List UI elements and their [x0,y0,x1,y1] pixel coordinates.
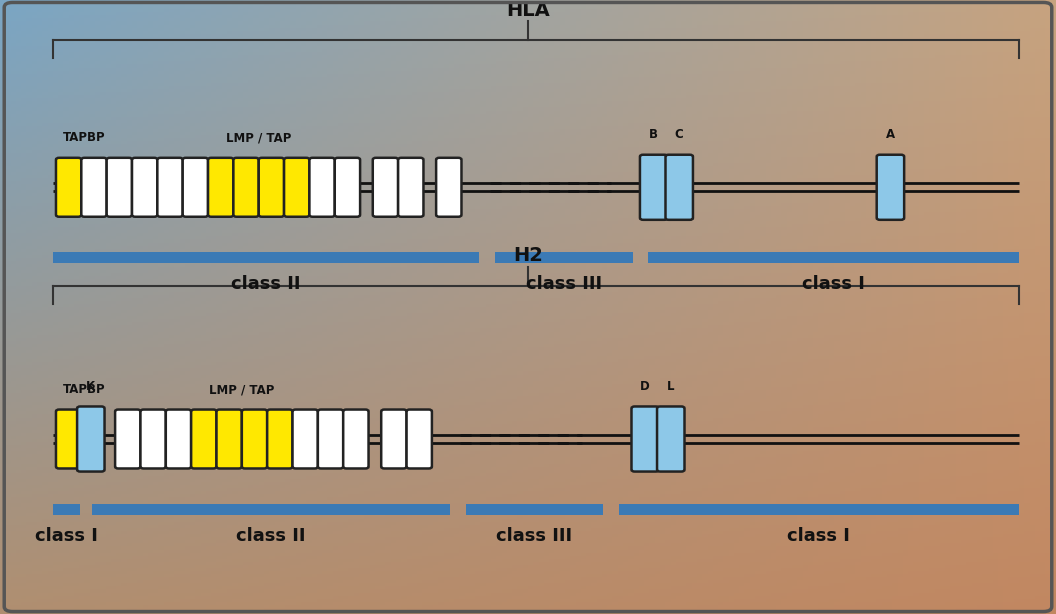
Text: D: D [640,380,650,393]
FancyBboxPatch shape [81,158,107,217]
Text: class III: class III [526,275,602,293]
FancyBboxPatch shape [343,410,369,468]
FancyBboxPatch shape [373,158,398,217]
FancyBboxPatch shape [56,410,81,468]
FancyBboxPatch shape [318,410,343,468]
FancyBboxPatch shape [640,155,667,220]
FancyBboxPatch shape [631,406,659,472]
Text: H2: H2 [513,246,543,265]
FancyBboxPatch shape [157,158,183,217]
Text: class I: class I [803,275,865,293]
Text: LMP / TAP: LMP / TAP [226,131,291,144]
FancyBboxPatch shape [665,155,693,220]
Text: class I: class I [788,527,850,545]
FancyBboxPatch shape [77,406,105,472]
FancyBboxPatch shape [140,410,166,468]
Text: class I: class I [35,527,98,545]
Text: C: C [675,128,683,141]
Text: A: A [886,128,895,141]
Text: B: B [649,128,658,141]
FancyBboxPatch shape [107,158,132,217]
FancyBboxPatch shape [166,410,191,468]
FancyBboxPatch shape [56,158,81,217]
FancyBboxPatch shape [407,410,432,468]
FancyBboxPatch shape [309,158,335,217]
Bar [466,504,603,515]
FancyBboxPatch shape [436,158,461,217]
Text: K: K [87,380,95,393]
FancyBboxPatch shape [284,158,309,217]
FancyBboxPatch shape [259,158,284,217]
Text: L: L [667,380,675,393]
FancyBboxPatch shape [657,406,684,472]
FancyBboxPatch shape [216,410,242,468]
Text: TAPBP: TAPBP [63,131,106,144]
Text: LMP / TAP: LMP / TAP [209,383,275,396]
Bar [53,252,479,263]
FancyBboxPatch shape [132,158,157,217]
FancyBboxPatch shape [335,158,360,217]
Text: class II: class II [237,527,306,545]
FancyBboxPatch shape [115,410,140,468]
FancyBboxPatch shape [267,410,293,468]
FancyBboxPatch shape [191,410,216,468]
FancyBboxPatch shape [876,155,904,220]
Bar [495,252,633,263]
Bar [93,504,450,515]
FancyBboxPatch shape [233,158,259,217]
FancyBboxPatch shape [183,158,208,217]
Text: class II: class II [231,275,301,293]
Text: TAPBP: TAPBP [63,383,106,396]
Bar [53,504,80,515]
FancyBboxPatch shape [398,158,423,217]
Bar [648,252,1019,263]
FancyBboxPatch shape [293,410,318,468]
FancyBboxPatch shape [242,410,267,468]
Text: class III: class III [496,527,572,545]
FancyBboxPatch shape [208,158,233,217]
Bar [619,504,1019,515]
FancyBboxPatch shape [381,410,407,468]
Text: HLA: HLA [506,1,550,20]
